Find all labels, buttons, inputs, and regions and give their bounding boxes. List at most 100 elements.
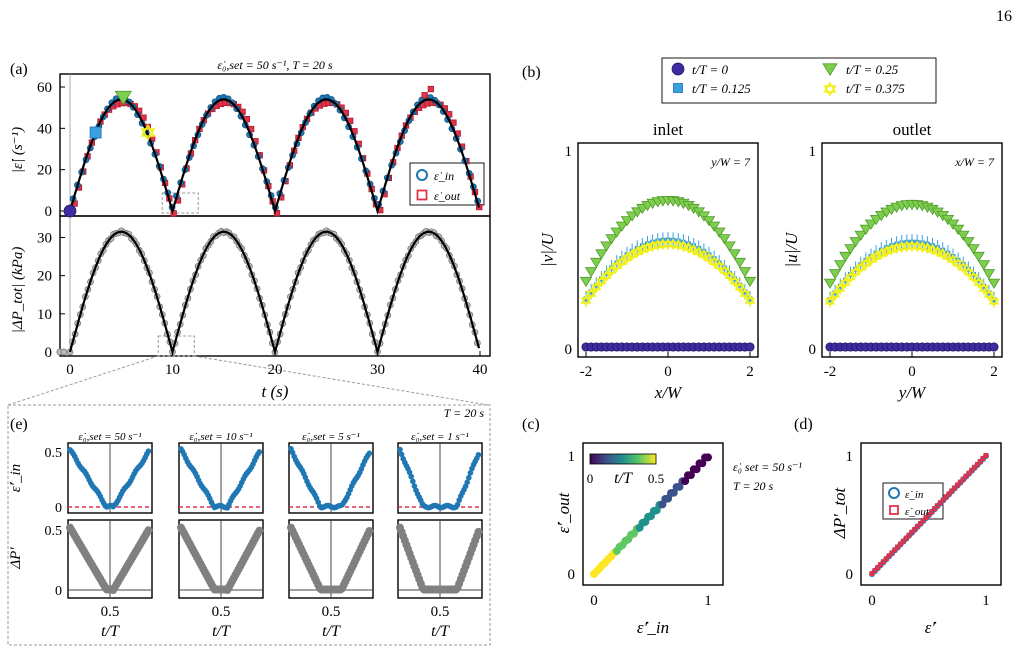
e-in-marker [467, 470, 474, 476]
profile-t025-marker [828, 269, 842, 280]
panel-b-inlet-note: y/W = 7 [710, 155, 751, 169]
d-out-marker [878, 562, 883, 568]
panel-c-note1: ε̇₀ set = 50 s⁻¹ [733, 460, 802, 474]
legend-out-marker [416, 189, 428, 201]
star-part [978, 285, 990, 295]
legend-t025-label: t/T = 0.25 [846, 62, 899, 77]
panel-b-outlet-title: outlet [893, 120, 932, 139]
profile-t025-marker [972, 251, 985, 263]
e-in-marker [366, 450, 373, 457]
d-out-marker [918, 520, 923, 526]
a-bottom-ytick: 0 [45, 345, 53, 361]
profile-t0375-marker [590, 281, 602, 294]
panel-a-label: (a) [10, 61, 28, 78]
d-out-marker [872, 568, 878, 574]
star-part [824, 298, 836, 308]
d-out-marker [940, 497, 946, 503]
profile-t0375-marker [729, 275, 740, 288]
d-xtick: 0 [868, 593, 876, 609]
e-dp-marker [474, 527, 483, 536]
star-part [729, 275, 740, 285]
out-marker [427, 85, 435, 93]
profile-t0375-marker [968, 271, 979, 284]
panel-c-frame [582, 442, 724, 586]
profile-t025-marker [864, 219, 878, 230]
d-out-marker [900, 538, 906, 544]
profile-t025-marker [713, 227, 726, 238]
profile-t025-marker [584, 267, 598, 278]
d-out-marker [889, 550, 895, 556]
legend-t0375-label: t/T = 0.375 [846, 81, 905, 96]
star-part [834, 285, 846, 295]
d-legend-out-label: ε̇_out [905, 506, 930, 518]
a-top-ytick: 60 [37, 80, 52, 96]
star-part [734, 281, 746, 291]
star-part [580, 294, 592, 304]
profile-t025-marker [605, 234, 618, 245]
star-part [957, 264, 969, 274]
a-top-ytick: 0 [45, 204, 53, 220]
d-out-marker [886, 553, 892, 559]
b-ytick: 1 [809, 144, 817, 160]
a-xtick: 20 [268, 362, 283, 378]
d-out-marker [949, 488, 955, 494]
star-part [952, 257, 964, 267]
star-part [824, 295, 836, 305]
a-top-ytick: 20 [37, 163, 52, 179]
e-in-marker [466, 474, 472, 481]
profile-t025-marker [600, 241, 613, 252]
d-out-marker [966, 470, 972, 476]
profile-t025-marker [718, 234, 731, 245]
d-out-marker [898, 541, 903, 547]
profile-t025-marker [723, 241, 736, 252]
profile-t025-marker [595, 249, 608, 260]
star-part [860, 260, 872, 270]
e-in-marker [397, 446, 403, 453]
legend-t0375-marker [823, 81, 837, 97]
b-xtick: -2 [580, 364, 593, 380]
panel-a-ylabel-bottom: |ΔP_tot| (kPa) [10, 247, 26, 334]
star-part [611, 263, 623, 273]
profile-t0375-marker [580, 294, 592, 307]
star-part [688, 243, 699, 253]
star-part [850, 266, 861, 276]
star-part [845, 271, 856, 281]
panel-a-top-fit [68, 98, 481, 216]
e-in-marker [410, 478, 416, 485]
d-out-marker [903, 535, 909, 541]
star-part [596, 278, 607, 288]
d-out-marker [869, 571, 875, 576]
c-ytick: 1 [568, 449, 576, 465]
panel-b-inlet-ylabel: |v|/U [538, 231, 557, 267]
star-part [983, 291, 995, 301]
b-ytick: 0 [565, 342, 573, 358]
d-legend-out-marker [889, 505, 899, 515]
a-xtick: 0 [66, 362, 74, 378]
panel-d-frame [860, 442, 1002, 586]
b-ytick: 1 [565, 144, 573, 160]
profile-t025-marker [579, 276, 593, 288]
star-part [870, 253, 882, 263]
profile-t025-marker [615, 221, 629, 232]
legend-t0-marker [671, 62, 685, 76]
star-part [621, 255, 633, 265]
profile-t025-marker [834, 260, 847, 271]
star-part [637, 246, 648, 256]
d-xtick: 1 [982, 593, 990, 609]
star-part [729, 278, 740, 288]
panel-e-label: (e) [10, 416, 28, 433]
profile-t0375-marker [988, 295, 1000, 308]
pressure-marker [60, 348, 68, 356]
profile-t025-marker [849, 237, 862, 248]
e-in-marker [406, 469, 413, 476]
star-part [703, 252, 715, 262]
profile-t0375-marker [829, 288, 841, 301]
star-part [875, 250, 887, 260]
profile-t0375-marker [596, 275, 607, 288]
profile-t025-marker [738, 267, 752, 278]
e-ytick: 0 [55, 584, 62, 599]
b-xtick: -2 [824, 364, 837, 380]
panel-d-label: (d) [794, 416, 813, 433]
star-part [585, 290, 597, 300]
star-part [829, 291, 841, 301]
